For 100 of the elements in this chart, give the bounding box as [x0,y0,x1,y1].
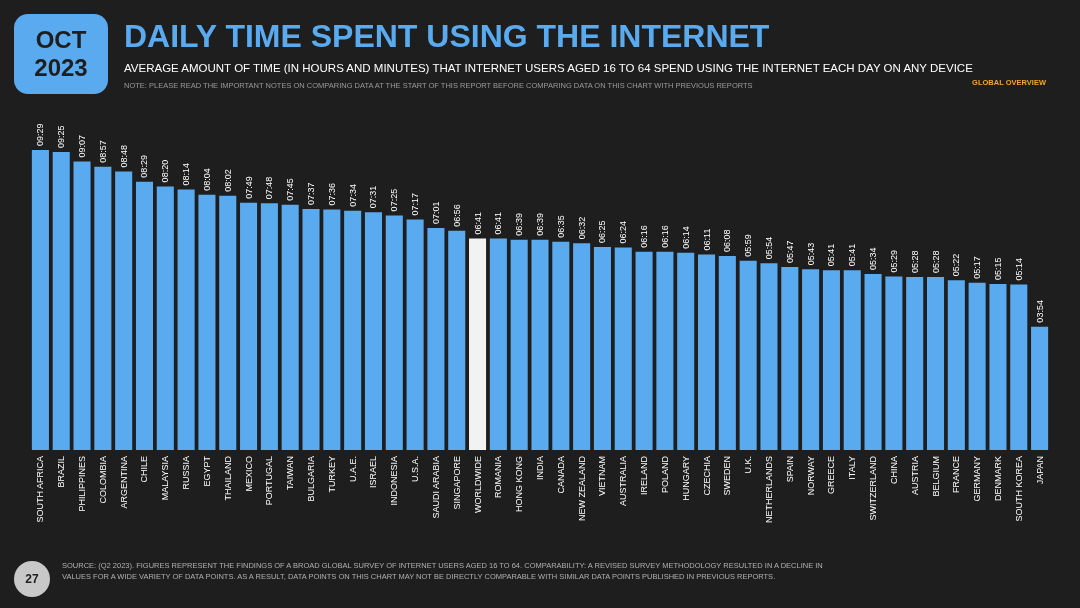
data-label: 08:20 [160,159,171,183]
data-label: 08:48 [118,145,129,168]
data-label: 06:39 [535,213,545,236]
data-label: 06:35 [555,215,566,238]
x-tick-label: PORTUGAL [264,456,275,506]
bar [822,270,840,450]
bar [177,189,195,450]
bar [156,186,174,450]
bar [427,228,445,450]
bar [989,283,1007,450]
data-label: 08:29 [139,155,150,178]
x-tick-label: MALAYSIA [160,456,171,501]
text: 27 [14,561,50,597]
bar [31,150,49,450]
data-label: 07:49 [243,176,254,199]
x-tick-label: AUSTRALIA [618,456,629,507]
data-label: 08:57 [97,140,108,163]
text: OCT 2023 [14,14,108,94]
data-label: 07:45 [285,178,296,201]
x-tick-label: U.A.E. [347,456,358,483]
bar [135,181,154,450]
bar [260,203,278,450]
bar [469,238,487,450]
bar [510,239,528,450]
x-tick-label: AUSTRIA [909,456,920,496]
bar [385,215,403,450]
bar [781,267,799,450]
data-label: 05:47 [784,240,795,264]
data-label: 06:08 [722,229,733,252]
bar [219,195,237,450]
bar [926,277,945,450]
x-tick-label: SOUTH KOREA [1013,456,1024,522]
bar [593,247,611,450]
bar [94,166,112,450]
x-tick-label: GERMANY [972,456,983,502]
x-tick-label: WORLDWIDE [472,456,483,513]
data-label: 05:41 [826,243,837,267]
x-tick-label: U.K. [743,456,754,474]
x-tick-label: GREECE [826,456,837,495]
x-tick-label: CHINA [888,456,899,485]
x-tick-label: TAIWAN [285,456,296,490]
x-tick-label: SOUTH AFRICA [35,456,46,523]
data-label: 05:41 [847,243,858,267]
data-label: 06:41 [472,212,483,235]
chart-subtitle: AVERAGE AMOUNT OF TIME (IN HOURS AND MINUTES) THAT INTERNET USERS AGED 16 TO 64 SPEND USING THE INTERNET EACH DAY ON ANY DEVICE [124,62,973,74]
bar [739,260,757,450]
data-label: 07:25 [389,188,400,212]
bar [323,209,341,450]
x-tick-label: NORWAY [805,456,816,496]
data-label: 06:32 [576,216,587,240]
data-label: 09:25 [56,125,67,149]
x-tick-label: BULGARIA [306,456,317,502]
bar [406,219,424,450]
x-tick-label: JAPAN [1034,456,1045,485]
x-tick-label: IRELAND [639,455,650,496]
data-label: 06:41 [493,212,504,235]
x-tick-label: ARGENTINA [118,456,129,509]
x-tick-label: INDIA [535,456,545,481]
bar [240,202,258,450]
x-tick-label: NEW ZEALAND [576,455,587,522]
data-label: 07:17 [410,193,421,216]
data-label: 05:28 [909,250,920,274]
data-label: 05:15 [992,257,1003,280]
x-tick-label: HONG KONG [514,456,525,513]
x-tick-label: SWITZERLAND [868,455,879,521]
data-label: 08:02 [222,169,233,192]
data-label: 07:31 [368,185,379,209]
bar [656,251,674,450]
bar [448,230,466,450]
x-tick-label: FRANCE [951,456,962,494]
data-label: 05:54 [763,236,774,260]
chart-title: DAILY TIME SPENT USING THE INTERNET [124,18,770,55]
x-tick-label: CANADA [555,456,566,494]
bar [677,252,695,450]
x-tick-label: TURKEY [326,456,337,493]
data-label: 06:16 [659,225,670,248]
data-label: 05:22 [951,253,962,277]
data-label: 06:24 [618,221,629,244]
bar [531,239,549,450]
x-tick-label: COLOMBIA [97,456,108,504]
bar [906,277,924,450]
x-tick-label: NETHERLANDS [763,456,774,524]
bar [614,247,632,450]
data-label: 06:39 [514,213,525,236]
x-tick-label: CHILE [139,456,150,483]
x-tick-label: BELGIUM [930,456,941,497]
x-tick-label: POLAND [659,455,670,494]
data-label: 05:28 [930,250,941,274]
x-tick-label: MEXICO [243,456,254,492]
x-tick-label: RUSSIA [181,456,192,490]
data-label: 05:43 [805,242,816,266]
bar [760,263,778,450]
bar [52,152,70,450]
bar [885,276,903,450]
x-tick-label: HUNGARY [680,456,691,501]
bar [968,282,986,450]
bar [802,269,820,450]
data-label: 05:17 [972,256,983,279]
data-label: 08:04 [201,168,212,191]
x-tick-label: EGYPT [201,455,212,487]
